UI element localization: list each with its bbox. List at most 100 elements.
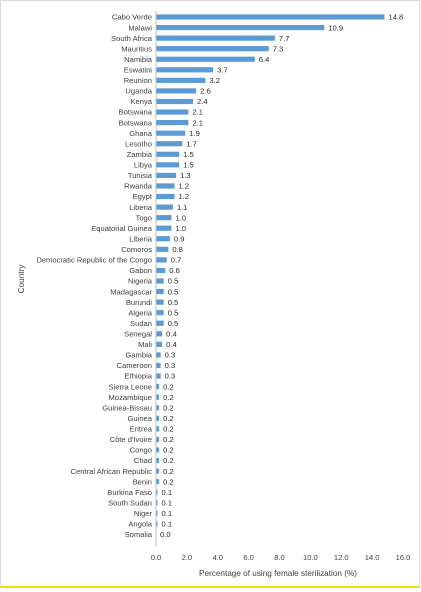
- category-label-eritrea-39: Eritrea: [130, 425, 153, 434]
- value-label-senegal-30: 0.4: [166, 330, 177, 339]
- category-label-comoros-22: Comoros: [121, 245, 152, 254]
- value-label-central-african-republic-43: 0.2: [163, 467, 174, 476]
- value-label-tunisia-15: 1.3: [180, 171, 191, 180]
- category-label-chad-42: Chad: [134, 456, 152, 465]
- category-label-guinea-bissau-37: Guinea-Bissau: [102, 403, 152, 412]
- x-tick-label-2: 4.0: [212, 553, 223, 562]
- value-label-democratic-republic-of-the-congo-23: 0.7: [171, 256, 182, 265]
- bar-niger-47: [156, 510, 158, 516]
- category-label-south-africa-2: South Africa: [111, 34, 153, 43]
- value-label-benin-44: 0.2: [163, 477, 174, 486]
- bar-togo-19: [156, 215, 172, 221]
- x-tick-label-3: 6.0: [243, 553, 254, 562]
- value-label-rwanda-16: 1.2: [179, 182, 190, 191]
- value-label-c-te-d-ivoire-40: 0.2: [163, 435, 174, 444]
- value-label-madagascar-26: 0.5: [168, 287, 179, 296]
- value-label-guinea-bissau-37: 0.2: [163, 403, 174, 412]
- value-label-eritrea-39: 0.2: [163, 425, 174, 434]
- category-label-burkina-faso-45: Burkina Faso: [107, 488, 152, 497]
- value-label-uganda-7: 2.6: [200, 87, 211, 96]
- value-label-guinea-38: 0.2: [163, 414, 174, 423]
- x-tick-label-1: 2.0: [182, 553, 193, 562]
- bar-cameroon-33: [156, 362, 161, 369]
- value-label-gabon-24: 0.6: [169, 266, 180, 275]
- bar-benin-44: [156, 479, 160, 485]
- value-label-south-africa-2: 7.7: [279, 34, 290, 43]
- category-label-reunion-6: Reunion: [124, 76, 152, 85]
- bar-kenya-8: [156, 98, 194, 105]
- bar-c-te-d-ivoire-40: [156, 436, 160, 442]
- category-label-botswana-9: Botswana: [119, 108, 153, 117]
- value-label-sudan-29: 0.5: [168, 319, 179, 328]
- value-label-congo-41: 0.2: [163, 446, 174, 455]
- bar-mozambique-36: [156, 394, 160, 400]
- category-label-uganda-7: Uganda: [125, 87, 152, 96]
- category-label-egypt-17: Egypt: [133, 192, 153, 201]
- bar-burkina-faso-45: [156, 489, 158, 495]
- bar-libya-14: [156, 162, 180, 168]
- category-label-south-sudan-46: South Sudan: [108, 498, 152, 507]
- category-label-kenya-8: Kenya: [130, 97, 152, 106]
- category-label-mozambique-36: Mozambique: [109, 393, 152, 402]
- category-label-somalia-49: Somalia: [125, 530, 153, 539]
- category-label-central-african-republic-43: Central African Republic: [71, 467, 153, 476]
- value-label-sierra-leone-35: 0.2: [163, 382, 174, 391]
- bar-guinea-bissau-37: [156, 405, 160, 411]
- value-label-niger-47: 0.1: [162, 509, 173, 518]
- bar-south-africa-2: [156, 35, 275, 41]
- category-label-algeria-28: Algeria: [128, 308, 152, 317]
- x-tick-label-7: 14.0: [365, 553, 380, 562]
- category-label-angola-48: Angola: [128, 520, 152, 529]
- category-label-madagascar-26: Madagascar: [110, 287, 152, 296]
- bar-eritrea-39: [156, 426, 160, 432]
- bar-egypt-17: [156, 193, 175, 200]
- category-label-namibia-4: Namibia: [124, 55, 153, 64]
- value-label-burkina-faso-45: 0.1: [162, 488, 173, 497]
- bar-botswana-9: [156, 109, 189, 115]
- bar-congo-41: [156, 447, 160, 453]
- value-label-chad-42: 0.2: [163, 456, 174, 465]
- value-label-comoros-22: 0.8: [172, 245, 183, 254]
- value-label-angola-48: 0.1: [162, 520, 173, 529]
- category-label-congo-41: Congo: [130, 446, 152, 455]
- category-label-zambia-13: Zambia: [127, 150, 153, 159]
- bar-liberia-18: [156, 204, 173, 210]
- bar-algeria-28: [156, 310, 164, 316]
- bar-burundi-27: [156, 299, 164, 305]
- bar-namibia-4: [156, 56, 255, 62]
- bar-gambia-32: [156, 352, 161, 358]
- value-label-somalia-49: 0.0: [160, 530, 171, 539]
- y-axis-title: Country: [17, 264, 26, 294]
- value-label-eswatini-5: 3.7: [217, 66, 228, 75]
- value-label-mauritius-3: 7.3: [273, 44, 284, 53]
- bar-botswana-10: [156, 120, 189, 126]
- category-label-mauritius-3: Mauritius: [121, 44, 152, 53]
- bar-central-african-republic-43: [156, 468, 160, 474]
- value-label-equatorial-guinea-20: 1.0: [175, 224, 186, 233]
- value-label-nigeria-25: 0.5: [168, 277, 179, 286]
- category-label-sierra-leone-35: Sierra Leone: [109, 382, 152, 391]
- category-label-togo-19: Togo: [136, 213, 152, 222]
- category-label-guinea-38: Guinea: [128, 414, 153, 423]
- value-label-botswana-10: 2.1: [192, 118, 203, 127]
- value-label-ghana-11: 1.9: [189, 129, 200, 138]
- value-label-liberia-21: 0.9: [174, 234, 185, 243]
- value-label-kenya-8: 2.4: [197, 97, 208, 106]
- value-label-south-sudan-46: 0.1: [162, 498, 173, 507]
- bar-uganda-7: [156, 88, 197, 94]
- category-label-c-te-d-ivoire-40: Côte d'Ivoire: [110, 435, 152, 444]
- value-label-malawi-1: 10.9: [328, 23, 343, 32]
- category-label-rwanda-16: Rwanda: [124, 182, 153, 191]
- value-label-cameroon-33: 0.3: [165, 361, 176, 370]
- category-label-equatorial-guinea-20: Equatorial Guinea: [91, 224, 153, 233]
- category-label-botswana-10: Botswana: [119, 118, 153, 127]
- value-label-gambia-32: 0.3: [165, 351, 176, 360]
- category-label-cabo-verde-0: Cabo Verde: [112, 13, 152, 22]
- bar-zambia-13: [156, 151, 180, 157]
- bar-lesotho-12: [156, 141, 183, 147]
- value-label-egypt-17: 1.2: [179, 192, 190, 201]
- bar-mali-31: [156, 341, 163, 347]
- bar-guinea-38: [156, 415, 160, 421]
- category-label-liberia-18: Liberia: [129, 203, 153, 212]
- category-label-lesotho-12: Lesotho: [125, 139, 152, 148]
